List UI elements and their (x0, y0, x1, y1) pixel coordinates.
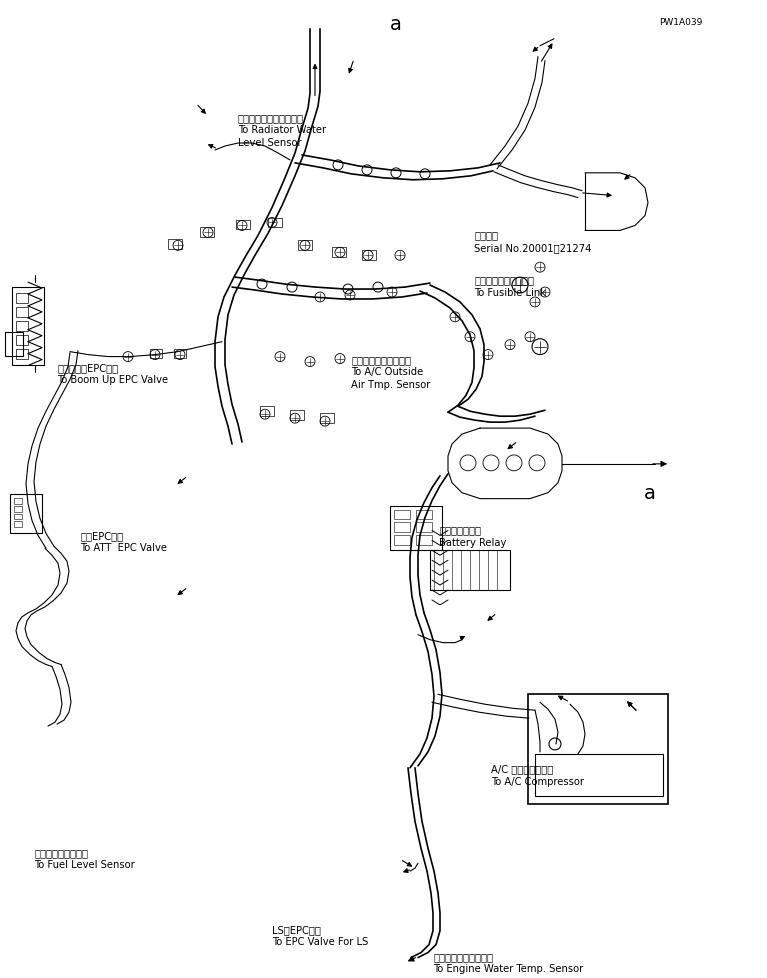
Text: PW1A039: PW1A039 (660, 18, 703, 26)
Bar (394, 536, 410, 546)
Bar (528, 694, 668, 804)
Text: 増設EPC弁へ
To ATT  EPC Valve: 増設EPC弁へ To ATT EPC Valve (81, 530, 167, 553)
Bar (14, 514, 22, 520)
Bar (290, 411, 304, 421)
Bar (200, 228, 214, 239)
Text: ブーム上げEPC弁へ
To Boom Up EPC Valve: ブーム上げEPC弁へ To Boom Up EPC Valve (58, 362, 169, 384)
Bar (16, 322, 28, 332)
Bar (174, 349, 186, 358)
Bar (332, 248, 346, 258)
Bar (394, 523, 410, 533)
Bar (535, 754, 663, 796)
Bar (168, 241, 182, 250)
Bar (14, 522, 22, 528)
Text: 適用号機
Serial No.20001～21274: 適用号機 Serial No.20001～21274 (474, 230, 591, 252)
Bar (16, 335, 28, 345)
Bar (390, 506, 442, 551)
Bar (260, 407, 274, 417)
Bar (268, 218, 282, 228)
Bar (16, 349, 28, 359)
Text: 燃料レベルセンサへ
To Fuel Level Sensor: 燃料レベルセンサへ To Fuel Level Sensor (35, 847, 135, 869)
Text: ラジエータ水位センサへ
To Radiator Water
Level Sensor: ラジエータ水位センサへ To Radiator Water Level Sens… (238, 112, 326, 148)
Bar (416, 511, 432, 520)
Bar (14, 498, 22, 504)
Bar (416, 536, 432, 546)
Text: A/C コンプレッサへ
To A/C Compressor: A/C コンプレッサへ To A/C Compressor (491, 764, 584, 786)
Bar (416, 523, 432, 533)
Bar (10, 494, 42, 534)
Text: a: a (644, 484, 656, 503)
Text: LS用EPC弁へ
To EPC Valve For LS: LS用EPC弁へ To EPC Valve For LS (272, 924, 368, 946)
Text: ヒューズブルリンクへ
To Fusible Link: ヒューズブルリンクへ To Fusible Link (474, 275, 546, 297)
Bar (14, 506, 22, 512)
Text: エンジン水温センサへ
To Engine Water Temp. Sensor: エンジン水温センサへ To Engine Water Temp. Sensor (433, 951, 584, 973)
Bar (16, 308, 28, 318)
Text: バッテリリレー
Battery Relay: バッテリリレー Battery Relay (439, 524, 507, 547)
Bar (150, 349, 162, 358)
Bar (298, 242, 312, 251)
Bar (320, 414, 334, 423)
Bar (5, 333, 23, 356)
Bar (394, 511, 410, 520)
Text: エアコン外気センサへ
To A/C Outside
Air Tmp. Sensor: エアコン外気センサへ To A/C Outside Air Tmp. Senso… (351, 355, 430, 389)
Text: a: a (390, 15, 401, 34)
Bar (362, 251, 376, 261)
Bar (236, 220, 250, 230)
Bar (16, 293, 28, 303)
Bar (12, 288, 44, 365)
Bar (430, 551, 510, 591)
